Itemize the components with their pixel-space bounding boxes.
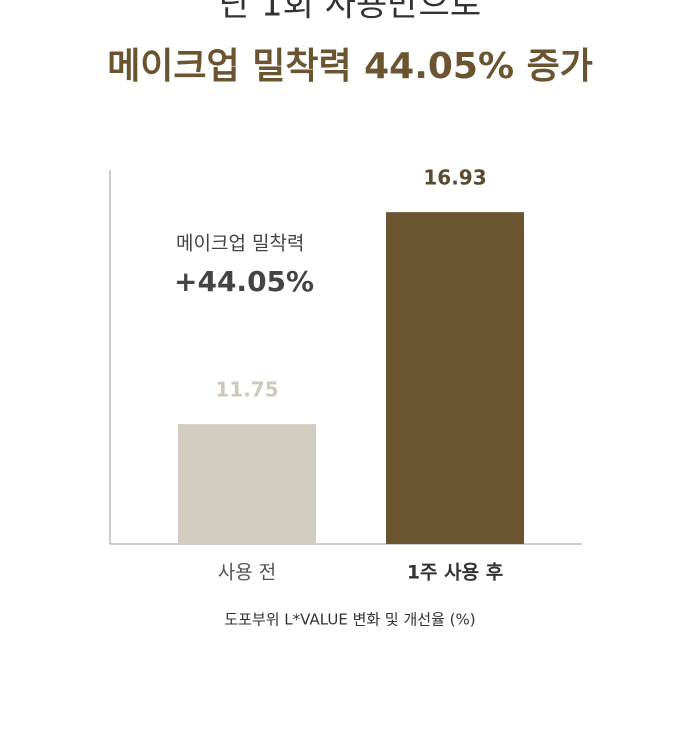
bar [386,212,524,544]
x-tick-label: 1주 사용 후 [407,562,503,584]
value-label: 16.93 [423,166,486,190]
x-tick-label: 사용 전 [218,562,276,584]
caption: 도포부위 L*VALUE 변화 및 개선율 (%) [224,611,475,629]
annotation-value: +44.05% [174,265,314,298]
annotation-label: 메이크업 밀착력 [176,233,304,255]
title-line: 단 1회 사용만으로 [219,0,481,25]
bar [178,424,316,544]
chart-title: 메이크업 밀착력 44.05% 증가 [107,46,593,87]
value-label: 11.75 [215,378,278,402]
